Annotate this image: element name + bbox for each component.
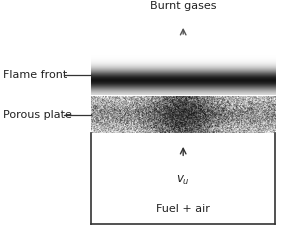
- Text: Burnt gases: Burnt gases: [150, 1, 216, 11]
- Text: Flame front: Flame front: [3, 70, 67, 80]
- Text: Porous plate: Porous plate: [3, 110, 72, 120]
- Text: Fuel + air: Fuel + air: [156, 204, 210, 214]
- Text: $v_u$: $v_u$: [176, 174, 190, 188]
